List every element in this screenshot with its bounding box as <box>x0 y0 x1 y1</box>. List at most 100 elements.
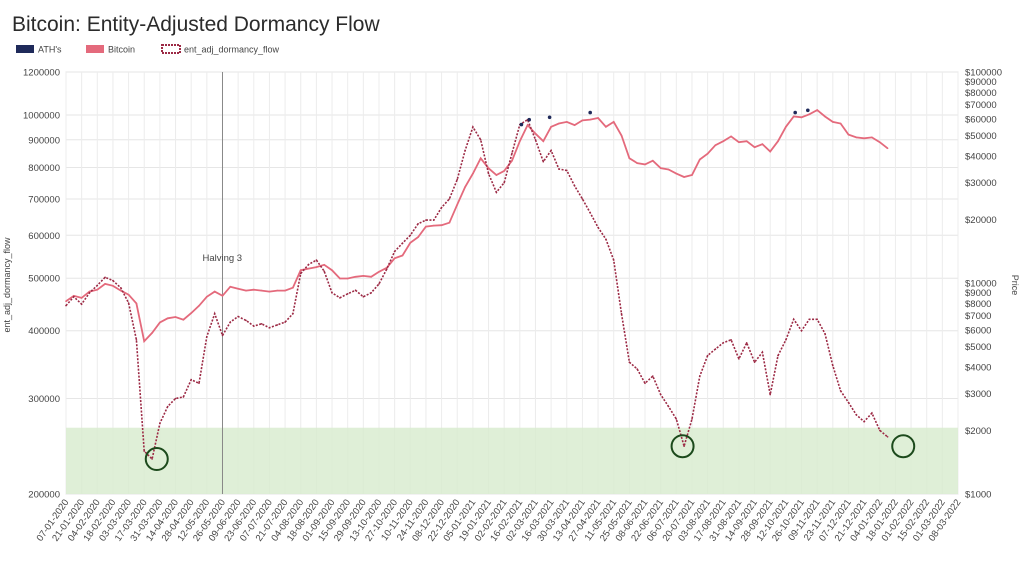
legend-label[interactable]: ent_adj_dormancy_flow <box>184 45 280 55</box>
dormancy-point <box>495 191 498 194</box>
y-right-tick-label: $4000 <box>965 362 991 373</box>
y-left-tick-label: 700000 <box>28 194 60 205</box>
bitcoin-point <box>378 271 380 273</box>
bitcoin-point <box>542 140 545 142</box>
bitcoin-point <box>190 312 192 314</box>
bitcoin-point <box>550 126 552 128</box>
y-right-tick-label: $80000 <box>965 88 997 99</box>
bitcoin-point <box>847 133 850 136</box>
dormancy-point <box>832 364 834 367</box>
bitcoin-point <box>706 152 709 155</box>
legend-label[interactable]: Bitcoin <box>108 45 135 55</box>
dormancy-point <box>331 292 333 294</box>
dormancy-point <box>871 412 873 414</box>
bitcoin-point <box>346 277 349 280</box>
dormancy-point <box>299 272 302 275</box>
bitcoin-point <box>855 136 858 139</box>
dormancy-point <box>112 279 114 282</box>
bitcoin-point <box>229 285 232 288</box>
dormancy-point <box>566 169 568 172</box>
bitcoin-point <box>260 289 263 292</box>
dormancy-point <box>683 445 685 448</box>
bitcoin-point <box>683 176 685 178</box>
bitcoin-point <box>761 143 764 145</box>
bitcoin-point <box>479 157 482 160</box>
bitcoin-point <box>276 289 279 292</box>
bitcoin-point <box>315 266 318 268</box>
dormancy-point <box>362 296 365 298</box>
dormancy-point <box>378 283 380 285</box>
y-right-tick-label: $8000 <box>965 299 991 310</box>
bitcoin-point <box>581 119 584 122</box>
series-layer <box>65 108 889 461</box>
bitcoin-point <box>237 287 239 290</box>
highlight-circle <box>891 434 916 459</box>
dormancy-point <box>612 259 615 261</box>
dormancy-point <box>879 429 881 432</box>
dormancy-point <box>597 226 599 229</box>
dormancy-point <box>550 149 552 152</box>
dormancy-point <box>761 351 764 354</box>
y-right-tick-label: $100000 <box>965 68 1002 79</box>
bitcoin-point <box>722 140 725 142</box>
dormancy-point <box>487 172 490 175</box>
bitcoin-point <box>863 137 865 140</box>
y-axis-right-title: Price <box>1010 275 1020 296</box>
bitcoin-point <box>558 122 560 125</box>
bitcoin-point <box>362 275 365 277</box>
bitcoin-point <box>456 203 459 206</box>
dormancy-point <box>785 339 787 341</box>
dormancy-point <box>276 324 279 326</box>
dormancy-point <box>307 263 310 266</box>
bitcoin-point <box>566 121 568 123</box>
dormancy-point <box>292 312 294 315</box>
dormancy-point <box>777 354 779 357</box>
dormancy-point <box>628 361 631 364</box>
bitcoin-point <box>268 290 271 293</box>
bitcoin-point <box>112 285 114 287</box>
buy-zone-band <box>66 427 958 494</box>
halving-annotation: Halving 3 <box>202 72 242 494</box>
y-left-tick-label: 1200000 <box>23 68 60 79</box>
dormancy-point <box>315 259 318 261</box>
bitcoin-point <box>245 289 247 292</box>
dormancy-point <box>393 250 396 253</box>
bitcoin-point <box>417 236 419 238</box>
y-right-tick-label: $3000 <box>965 389 991 400</box>
dormancy-point <box>182 396 185 398</box>
legend-swatch[interactable] <box>86 45 104 53</box>
dormancy-flow-line <box>65 118 889 461</box>
bitcoin-point <box>753 146 756 148</box>
dormancy-point <box>792 318 795 321</box>
legend-swatch[interactable] <box>16 45 34 53</box>
bitcoin-point <box>425 225 427 228</box>
ath-point <box>519 122 524 127</box>
dormancy-point <box>730 339 732 341</box>
dormancy-point <box>190 378 192 381</box>
y-right-tick-label: $2000 <box>965 426 991 437</box>
legend-label[interactable]: ATH's <box>38 45 62 55</box>
dormancy-point <box>425 219 427 221</box>
y-right-tick-label: $40000 <box>965 151 997 162</box>
bitcoin-point <box>612 121 615 123</box>
bitcoin-point <box>174 316 177 318</box>
bitcoin-point <box>691 174 693 176</box>
bitcoin-point <box>464 186 466 188</box>
bitcoin-point <box>886 147 889 150</box>
dormancy-point <box>245 319 247 322</box>
y-right-tick-label: $6000 <box>965 325 991 336</box>
dormancy-point <box>456 178 459 181</box>
dormancy-point <box>753 361 756 364</box>
bitcoin-point <box>699 158 701 161</box>
dormancy-point <box>166 405 169 408</box>
dormancy-point <box>589 212 591 214</box>
highlight-circle <box>670 434 695 459</box>
chart-legend: ATH's Bitcoin ent_adj_dormancy_flow <box>16 44 280 55</box>
dormancy-point <box>88 292 91 294</box>
bitcoin-point <box>127 293 130 296</box>
y-right-tick-label: $20000 <box>965 215 997 226</box>
legend-swatch[interactable] <box>161 44 181 54</box>
bitcoin-point <box>253 288 255 291</box>
dormancy-point <box>863 420 865 423</box>
